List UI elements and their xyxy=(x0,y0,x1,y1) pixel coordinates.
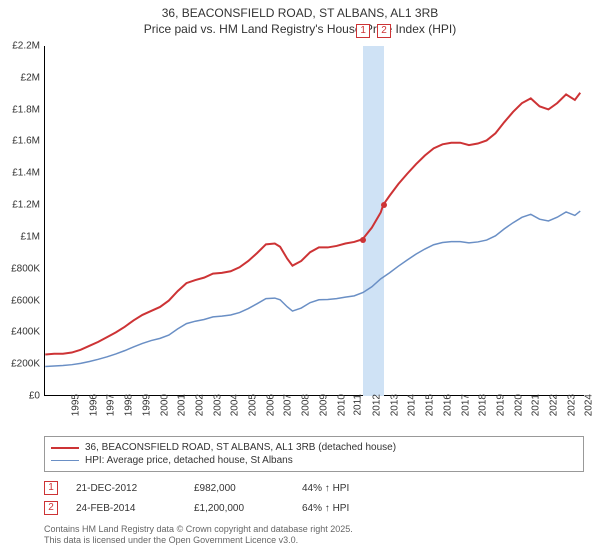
y-tick-label: £200K xyxy=(0,359,40,370)
title-line2: Price paid vs. HM Land Registry's House … xyxy=(0,22,600,38)
x-tick-label: 2000 xyxy=(159,394,170,416)
footer-line2: This data is licensed under the Open Gov… xyxy=(44,535,584,546)
sale-marker-label: 1 xyxy=(356,24,370,38)
x-tick-label: 2019 xyxy=(495,394,506,416)
x-tick-label: 2018 xyxy=(477,394,488,416)
sale-marker-dot xyxy=(381,202,387,208)
legend-label: HPI: Average price, detached house, St A… xyxy=(85,455,293,466)
sale-marker-label: 2 xyxy=(377,24,391,38)
sale-marker-dot xyxy=(360,237,366,243)
x-tick-label: 2017 xyxy=(460,394,471,416)
x-tick-label: 2003 xyxy=(212,394,223,416)
event-id-box: 1 xyxy=(44,481,58,495)
x-tick-label: 2015 xyxy=(424,394,435,416)
x-tick-label: 1996 xyxy=(88,394,99,416)
legend-item: 36, BEACONSFIELD ROAD, ST ALBANS, AL1 3R… xyxy=(51,441,577,454)
x-tick-label: 1999 xyxy=(141,394,152,416)
event-row: 2 24-FEB-2014 £1,200,000 64% ↑ HPI xyxy=(44,498,584,518)
event-pct: 64% ↑ HPI xyxy=(302,503,392,514)
x-tick-label: 2012 xyxy=(371,394,382,416)
x-tick-label: 2011 xyxy=(353,394,364,416)
event-row: 1 21-DEC-2012 £982,000 44% ↑ HPI xyxy=(44,478,584,498)
y-tick-label: £1.6M xyxy=(0,136,40,147)
x-tick-label: 2021 xyxy=(531,394,542,416)
footer-attribution: Contains HM Land Registry data © Crown c… xyxy=(44,524,584,546)
legend-swatch xyxy=(51,447,79,449)
legend-item: HPI: Average price, detached house, St A… xyxy=(51,454,577,467)
event-id-box: 2 xyxy=(44,501,58,515)
series-line xyxy=(45,93,580,355)
x-tick-label: 2020 xyxy=(513,394,524,416)
x-tick-label: 1997 xyxy=(106,394,117,416)
event-date: 21-DEC-2012 xyxy=(76,483,176,494)
event-price: £982,000 xyxy=(194,483,284,494)
legend-label: 36, BEACONSFIELD ROAD, ST ALBANS, AL1 3R… xyxy=(85,442,396,453)
x-tick-label: 2022 xyxy=(548,394,559,416)
line-plot xyxy=(45,46,584,395)
x-tick-label: 2005 xyxy=(247,394,258,416)
series-line xyxy=(45,211,580,366)
price-events: 1 21-DEC-2012 £982,000 44% ↑ HPI 2 24-FEB-201… xyxy=(44,478,584,518)
x-tick-label: 2016 xyxy=(442,394,453,416)
y-tick-label: £600K xyxy=(0,295,40,306)
x-tick-label: 2013 xyxy=(389,394,400,416)
x-tick-label: 2007 xyxy=(283,394,294,416)
y-tick-label: £2M xyxy=(0,72,40,83)
x-tick-label: 2009 xyxy=(318,394,329,416)
event-pct: 44% ↑ HPI xyxy=(302,483,392,494)
chart-plot-area: 12 xyxy=(44,46,584,396)
x-tick-label: 1995 xyxy=(70,394,81,416)
x-tick-label: 2006 xyxy=(265,394,276,416)
y-tick-label: £400K xyxy=(0,327,40,338)
y-tick-label: £0 xyxy=(0,391,40,402)
y-tick-label: £1M xyxy=(0,231,40,242)
y-tick-label: £800K xyxy=(0,263,40,274)
y-tick-label: £2.2M xyxy=(0,41,40,52)
x-tick-label: 2023 xyxy=(566,394,577,416)
x-tick-label: 2024 xyxy=(584,394,595,416)
x-tick-label: 2002 xyxy=(194,394,205,416)
legend: 36, BEACONSFIELD ROAD, ST ALBANS, AL1 3R… xyxy=(44,436,584,472)
x-tick-label: 1998 xyxy=(123,394,134,416)
y-tick-label: £1.8M xyxy=(0,104,40,115)
x-tick-label: 2014 xyxy=(407,394,418,416)
x-tick-label: 2001 xyxy=(176,394,187,416)
legend-swatch xyxy=(51,460,79,461)
event-price: £1,200,000 xyxy=(194,503,284,514)
event-date: 24-FEB-2014 xyxy=(76,503,176,514)
title-line1: 36, BEACONSFIELD ROAD, ST ALBANS, AL1 3R… xyxy=(0,6,600,22)
x-tick-label: 2008 xyxy=(300,394,311,416)
chart-title: 36, BEACONSFIELD ROAD, ST ALBANS, AL1 3R… xyxy=(0,0,600,37)
y-tick-label: £1.4M xyxy=(0,168,40,179)
y-tick-label: £1.2M xyxy=(0,200,40,211)
footer-line1: Contains HM Land Registry data © Crown c… xyxy=(44,524,584,535)
x-tick-label: 2004 xyxy=(230,394,241,416)
x-tick-label: 2010 xyxy=(336,394,347,416)
